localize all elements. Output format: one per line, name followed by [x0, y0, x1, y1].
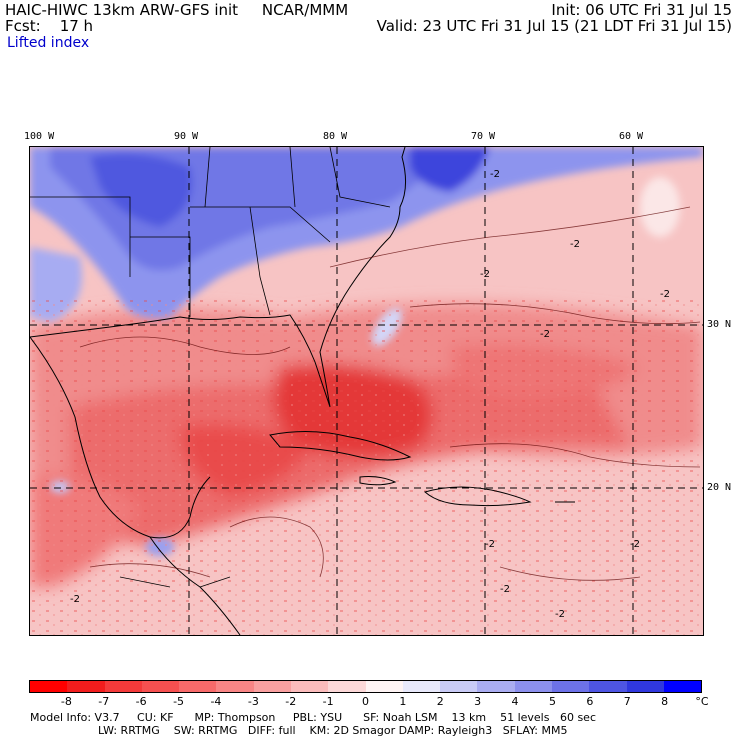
- colorbar-tick-label: 5: [548, 695, 556, 708]
- contour-labels: -2 -2 -2 -2 -2 -2 -2 -2 -2 -2: [70, 169, 670, 620]
- lon-label-80w: 80 W: [323, 131, 348, 142]
- lon-label-90w: 90 W: [174, 131, 199, 142]
- colorbar-unit: °C: [695, 695, 709, 708]
- colorbar-swatch: [440, 681, 478, 692]
- contour-label: -2: [555, 609, 565, 620]
- colorbar-tick-label: -2: [285, 695, 297, 708]
- graticule: [30, 147, 703, 635]
- colorbar-swatch: [67, 681, 105, 692]
- colorbar-tick-label: 3: [474, 695, 482, 708]
- colorbar-tick-label: 7: [623, 695, 631, 708]
- colorbar-swatch: [179, 681, 217, 692]
- colorbar-swatch: [365, 681, 403, 692]
- colorbar-tick-label: -7: [98, 695, 110, 708]
- colorbar-swatch: [30, 681, 68, 692]
- colorbar-swatch: [626, 681, 664, 692]
- map-canvas: -2 -2 -2 -2 -2 -2 -2 -2 -2 -2: [30, 147, 703, 635]
- contour-label: -2: [485, 539, 495, 550]
- valid-time: Valid: 23 UTC Fri 31 Jul 15 (21 LDT Fri …: [376, 17, 732, 35]
- lifted-index-map: -2 -2 -2 -2 -2 -2 -2 -2 -2 -2: [29, 146, 704, 636]
- model-title: HAIC-HIWC 13km ARW-GFS init NCAR/MMM: [5, 1, 349, 19]
- colorbar-swatch: [216, 681, 254, 692]
- contour-label: -2: [490, 169, 500, 180]
- colorbar-swatch: [141, 681, 180, 692]
- colorbar: [29, 680, 702, 693]
- colorbar-swatch: [477, 681, 515, 692]
- lat-label-30n: 30 N: [707, 319, 732, 330]
- colorbar-tick-label: 0: [362, 695, 369, 708]
- contour-label: -2: [660, 289, 670, 300]
- colorbar-tick-label: 1: [399, 695, 407, 708]
- footer-physics-info: LW: RRTMG SW: RRTMG DIFF: full KM: 2D Sm…: [98, 724, 568, 737]
- footer-model-info: Model Info: V3.7 CU: KF MP: Thompson PBL…: [30, 711, 596, 724]
- colorbar-tick-label: -6: [135, 695, 147, 708]
- contour-label: -2: [570, 239, 580, 250]
- colorbar-swatch: [402, 681, 441, 692]
- political-borders: [30, 147, 391, 588]
- contour-label: -2: [540, 329, 550, 340]
- colorbar-tick-label: -5: [173, 695, 185, 708]
- contour-label: -2: [70, 594, 80, 605]
- colorbar-swatch: [663, 681, 702, 692]
- colorbar-swatch: [328, 681, 366, 692]
- coastlines: [30, 147, 575, 635]
- lon-label-60w: 60 W: [619, 131, 644, 142]
- field-name: Lifted index: [7, 35, 90, 51]
- forecast-hour: Fcst: 17 h: [5, 17, 94, 35]
- colorbar-tick-label: 2: [436, 695, 444, 708]
- lat-label-20n: 20 N: [707, 482, 732, 493]
- colorbar-tick-label: 4: [511, 695, 519, 708]
- colorbar-swatch: [290, 681, 329, 692]
- lon-label-100w: 100 W: [24, 131, 55, 142]
- lon-label-70w: 70 W: [471, 131, 496, 142]
- init-time: Init: 06 UTC Fri 31 Jul 15: [551, 1, 732, 19]
- colorbar-tick-label: 8: [661, 695, 669, 708]
- colorbar-tick-label: -1: [322, 695, 334, 708]
- field-texture: [30, 297, 703, 635]
- contour-label: -2: [630, 539, 640, 550]
- colorbar-tick-label: -4: [210, 695, 222, 708]
- colorbar-tick-label: -8: [60, 695, 72, 708]
- contour-label: -2: [480, 269, 490, 280]
- li-contours: [79, 206, 701, 581]
- colorbar-swatch: [551, 681, 590, 692]
- colorbar-tick-label: 6: [586, 695, 594, 708]
- colorbar-tick-label: -3: [247, 695, 259, 708]
- contour-label: -2: [500, 584, 510, 595]
- colorbar-swatch: [253, 681, 291, 692]
- colorbar-swatch: [514, 681, 552, 692]
- colorbar-swatch: [104, 681, 142, 692]
- colorbar-swatch: [589, 681, 627, 692]
